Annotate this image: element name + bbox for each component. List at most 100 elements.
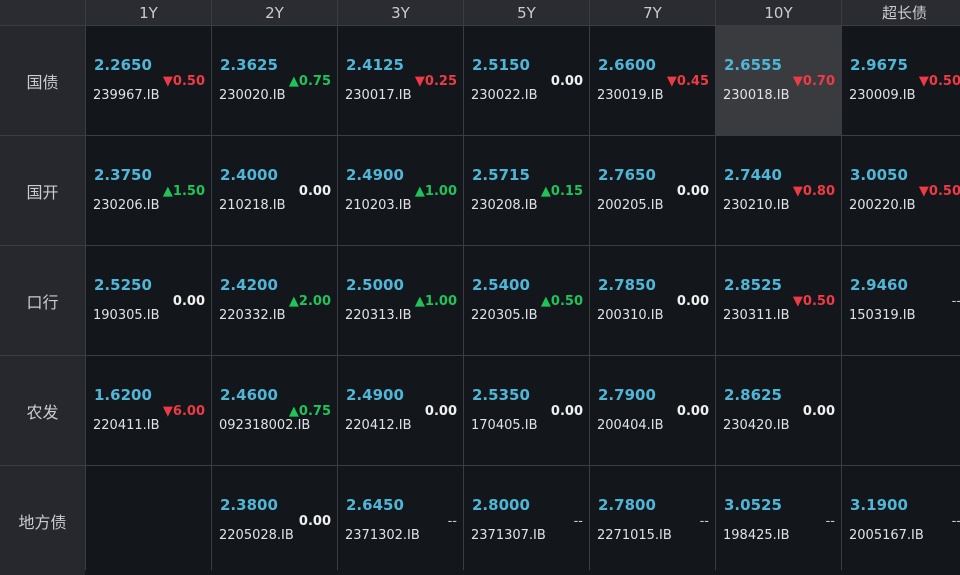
change-value: ▲0.15: [540, 184, 583, 199]
bond-cell[interactable]: 2.9460 150319.IB --: [842, 246, 960, 355]
bond-cell[interactable]: 2.5715 230208.IB ▲0.15: [464, 136, 589, 245]
change-value: ▲1.00: [414, 184, 457, 199]
bond-cell[interactable]: 2.4125 230017.IB ▼0.25: [338, 26, 463, 135]
column-header[interactable]: 5Y: [464, 0, 589, 25]
column-header[interactable]: 1Y: [86, 0, 211, 25]
bond-cell[interactable]: 2.2650 239967.IB ▼0.50: [86, 26, 211, 135]
bond-code: 230210.IB: [723, 198, 790, 213]
bond-cell[interactable]: 2.7900 200404.IB 0.00: [590, 356, 715, 465]
change-value: 0.00: [298, 184, 331, 199]
yield-value: 2.9675: [850, 56, 908, 74]
yield-value: 2.7440: [724, 166, 782, 184]
bond-cell[interactable]: 2.8525 230311.IB ▼0.50: [716, 246, 841, 355]
yield-value: 2.5150: [472, 56, 530, 74]
change-value: ▼6.00: [162, 404, 205, 419]
bond-cell[interactable]: 2.5250 190305.IB 0.00: [86, 246, 211, 355]
bond-code: 210203.IB: [345, 198, 412, 213]
bond-cell[interactable]: 2.4900 210203.IB ▲1.00: [338, 136, 463, 245]
change-value: ▲0.75: [288, 74, 331, 89]
bond-code: 150319.IB: [849, 308, 916, 323]
yield-value: 2.4900: [346, 386, 404, 404]
bond-cell[interactable]: 2.3625 230020.IB ▲0.75: [212, 26, 337, 135]
row-header: 国开: [0, 136, 85, 245]
bond-cell[interactable]: 2.7850 200310.IB 0.00: [590, 246, 715, 355]
change-value: 0.00: [550, 74, 583, 89]
row-header: 国债: [0, 26, 85, 135]
yield-value: 2.5350: [472, 386, 530, 404]
bond-code: 200220.IB: [849, 198, 916, 213]
bond-code: 210218.IB: [219, 198, 286, 213]
change-value: ▼0.25: [414, 74, 457, 89]
yield-value: 2.3750: [94, 166, 152, 184]
header-corner: [0, 0, 85, 25]
yield-value: 2.3625: [220, 56, 278, 74]
bond-code: 2205028.IB: [219, 528, 294, 543]
bond-code: 220313.IB: [345, 308, 412, 323]
bond-cell[interactable]: 1.6200 220411.IB ▼6.00: [86, 356, 211, 465]
bond-code: 198425.IB: [723, 528, 790, 543]
bond-cell[interactable]: 2.4900 220412.IB 0.00: [338, 356, 463, 465]
bond-code: 190305.IB: [93, 308, 160, 323]
yield-value: 2.4900: [346, 166, 404, 184]
bond-cell[interactable]: 2.4000 210218.IB 0.00: [212, 136, 337, 245]
bond-cell[interactable]: 2.4200 220332.IB ▲2.00: [212, 246, 337, 355]
column-header[interactable]: 超长债: [842, 0, 960, 25]
bond-cell[interactable]: 2.5350 170405.IB 0.00: [464, 356, 589, 465]
change-value: ▼0.50: [918, 74, 960, 89]
yield-value: 2.6600: [598, 56, 656, 74]
bond-code: 2371302.IB: [345, 528, 420, 543]
bond-cell[interactable]: 2.8000 2371307.IB --: [464, 466, 589, 575]
bond-code: 220411.IB: [93, 418, 160, 433]
yield-value: 2.4200: [220, 276, 278, 294]
bond-code: 2005167.IB: [849, 528, 924, 543]
empty-cell: [86, 466, 211, 575]
column-header[interactable]: 3Y: [338, 0, 463, 25]
yield-value: 2.7900: [598, 386, 656, 404]
bond-cell[interactable]: 3.0050 200220.IB ▼0.50: [842, 136, 960, 245]
yield-value: 2.5250: [94, 276, 152, 294]
bond-code: 200205.IB: [597, 198, 664, 213]
change-value: ▲0.75: [288, 404, 331, 419]
bond-code: 170405.IB: [471, 418, 538, 433]
bond-cell[interactable]: 2.4600 092318002.IB ▲0.75: [212, 356, 337, 465]
column-header[interactable]: 2Y: [212, 0, 337, 25]
bond-cell[interactable]: 2.6600 230019.IB ▼0.45: [590, 26, 715, 135]
change-value: 0.00: [550, 404, 583, 419]
bond-cell[interactable]: 2.5000 220313.IB ▲1.00: [338, 246, 463, 355]
column-header[interactable]: 10Y: [716, 0, 841, 25]
bond-cell[interactable]: 2.6555 230018.IB ▼0.70: [716, 26, 841, 135]
column-header[interactable]: 7Y: [590, 0, 715, 25]
yield-value: 2.8525: [724, 276, 782, 294]
bond-cell[interactable]: 2.3800 2205028.IB 0.00: [212, 466, 337, 575]
bond-cell[interactable]: 2.9675 230009.IB ▼0.50: [842, 26, 960, 135]
bond-cell[interactable]: 2.7440 230210.IB ▼0.80: [716, 136, 841, 245]
bond-cell[interactable]: 2.6450 2371302.IB --: [338, 466, 463, 575]
change-value: 0.00: [676, 184, 709, 199]
bond-code: 092318002.IB: [219, 418, 311, 433]
bond-code: 230206.IB: [93, 198, 160, 213]
change-value: 0.00: [298, 514, 331, 529]
yield-value: 2.8625: [724, 386, 782, 404]
change-value: ▲2.00: [288, 294, 331, 309]
change-value: ▲1.00: [414, 294, 457, 309]
bond-cell[interactable]: 2.3750 230206.IB ▲1.50: [86, 136, 211, 245]
row-header: 农发: [0, 356, 85, 465]
yield-value: 2.6450: [346, 496, 404, 514]
bond-code: 230018.IB: [723, 88, 790, 103]
yield-value: 2.4125: [346, 56, 404, 74]
bond-code: 2371307.IB: [471, 528, 546, 543]
change-value: ▲0.50: [540, 294, 583, 309]
bond-cell[interactable]: 2.7800 2271015.IB --: [590, 466, 715, 575]
bond-cell[interactable]: 3.1900 2005167.IB --: [842, 466, 960, 575]
yield-value: 2.8000: [472, 496, 530, 514]
bond-cell[interactable]: 2.5400 220305.IB ▲0.50: [464, 246, 589, 355]
yield-value: 2.5000: [346, 276, 404, 294]
bond-cell[interactable]: 3.0525 198425.IB --: [716, 466, 841, 575]
yield-value: 1.6200: [94, 386, 152, 404]
bond-code: 220305.IB: [471, 308, 538, 323]
yield-value: 3.0525: [724, 496, 782, 514]
bond-cell[interactable]: 2.8625 230420.IB 0.00: [716, 356, 841, 465]
bond-cell[interactable]: 2.5150 230022.IB 0.00: [464, 26, 589, 135]
bond-cell[interactable]: 2.7650 200205.IB 0.00: [590, 136, 715, 245]
